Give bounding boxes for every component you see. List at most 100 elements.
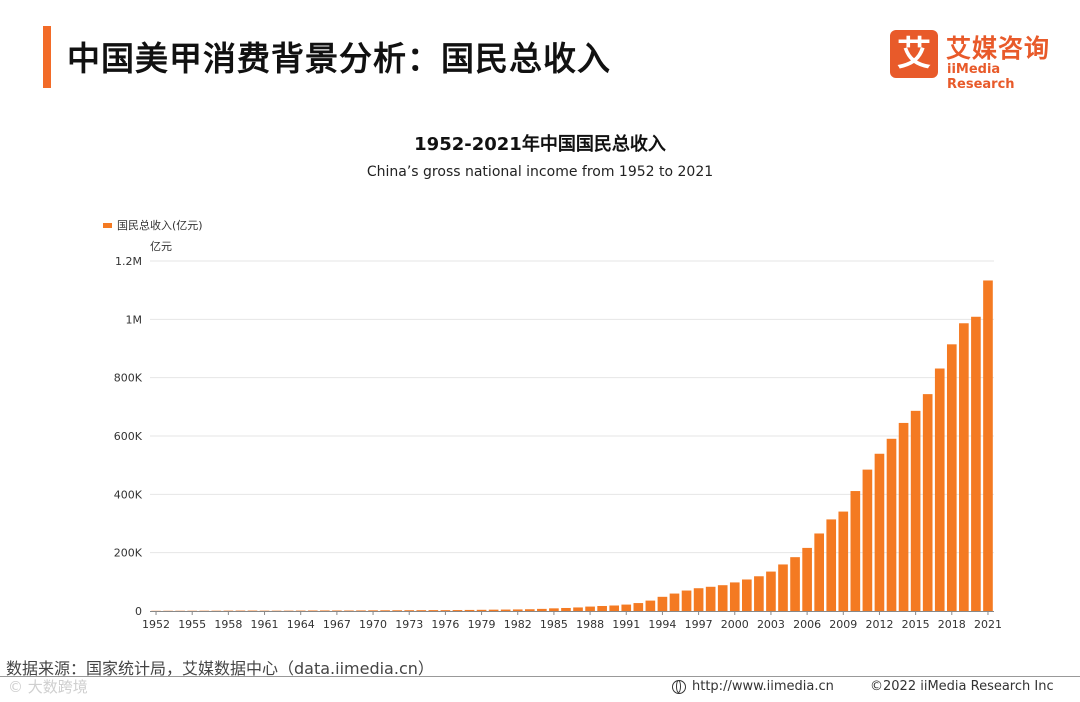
bar: [609, 605, 620, 611]
bar: [356, 610, 366, 612]
bar: [283, 610, 294, 612]
data-source-note: 数据来源：国家统计局，艾媒数据中心（data.iimedia.cn）: [6, 659, 434, 678]
bar: [838, 511, 849, 611]
bar: [211, 610, 222, 612]
chart-legend[interactable]: 国民总收入(亿元): [103, 217, 203, 233]
x-tick-label: 2006: [793, 618, 821, 631]
bar: [271, 610, 282, 612]
bar: [235, 610, 246, 612]
bar: [717, 585, 728, 611]
brand-logo: 艾 艾媒咨询 iiMedia Research: [890, 28, 1070, 92]
bar: [621, 604, 632, 611]
bar: [585, 606, 595, 611]
bar: [392, 610, 402, 611]
bar: [898, 422, 909, 611]
bar: [922, 394, 933, 611]
y-tick-label: 400K: [114, 488, 143, 501]
bar: [295, 610, 306, 612]
bar: [380, 610, 390, 611]
bar: [790, 557, 800, 611]
x-tick-label: 1982: [504, 618, 532, 631]
bar: [561, 607, 571, 611]
bar: [910, 410, 921, 611]
watermark-text: © 大数跨境: [8, 678, 88, 696]
x-tick-label: 2012: [865, 618, 893, 631]
y-tick-label: 800K: [114, 372, 143, 385]
bar: [537, 608, 547, 611]
bar: [874, 453, 885, 611]
title-accent-bar: [43, 26, 51, 88]
bar: [802, 547, 812, 611]
bar: [705, 586, 716, 611]
bar: [729, 582, 740, 611]
x-tick-label: 1994: [648, 618, 676, 631]
bar: [633, 603, 644, 611]
footer-url-text: http://www.iimedia.cn: [692, 679, 834, 694]
bar: [573, 607, 583, 611]
chart-subtitle: China’s gross national income from 1952 …: [366, 164, 714, 180]
chart-title: 1952-2021年中国国民总收入: [414, 134, 666, 155]
bar: [983, 280, 993, 611]
bar: [814, 533, 824, 611]
bar: [223, 610, 234, 612]
bar: [778, 564, 788, 611]
bar: [500, 609, 511, 611]
x-tick-label: 1991: [612, 618, 640, 631]
x-tick-label: 2018: [938, 618, 966, 631]
bar: [416, 610, 427, 611]
bar: [307, 610, 318, 612]
bar: [549, 608, 559, 611]
x-tick-label: 1985: [540, 618, 568, 631]
x-tick-label: 1979: [468, 618, 496, 631]
y-tick-label: 200K: [114, 547, 143, 560]
footer-copyright: ©2022 iiMedia Research Inc: [870, 679, 1054, 694]
legend-swatch: [103, 222, 112, 228]
x-tick-label: 1955: [178, 618, 206, 631]
x-tick-label: 1964: [287, 618, 315, 631]
y-tick-label: 0: [135, 605, 142, 618]
bar: [524, 609, 535, 611]
bar: [681, 590, 692, 611]
bar: [464, 609, 475, 611]
bar: [404, 610, 415, 611]
footer-divider: [0, 676, 1080, 677]
bar: [320, 610, 330, 612]
bar: [826, 519, 837, 611]
bar: [597, 605, 607, 611]
x-tick-label: 1961: [251, 618, 279, 631]
y-tick-label: 1.2M: [115, 255, 142, 268]
x-tick-label: 2000: [721, 618, 749, 631]
x-tick-label: 1958: [214, 618, 242, 631]
y-tick-label: 600K: [114, 430, 143, 443]
bar: [440, 610, 451, 611]
legend-label: 国民总收入(亿元): [117, 219, 203, 232]
bar: [850, 491, 861, 611]
bar: [959, 323, 969, 611]
x-tick-label: 2009: [829, 618, 857, 631]
bar: [488, 609, 499, 611]
x-tick-label: 1952: [142, 618, 170, 631]
bar: [476, 609, 487, 611]
x-tick-label: 1973: [395, 618, 423, 631]
x-tick-label: 1997: [685, 618, 713, 631]
logo-english-name: iiMedia Research: [947, 62, 1015, 92]
logo-mark-icon: 艾: [890, 30, 938, 78]
bar: [754, 576, 764, 611]
page-title: 中国美甲消费背景分析：国民总收入: [67, 39, 611, 78]
bar: [332, 610, 342, 612]
bar: [934, 368, 945, 611]
bar: [247, 610, 258, 612]
logo-chinese-name: 艾媒咨询: [946, 34, 1051, 63]
y-axis-unit-label: 亿元: [150, 240, 172, 253]
bar: [742, 579, 752, 611]
footer-website-link[interactable]: http://www.iimedia.cn: [672, 679, 834, 694]
x-tick-label: 1970: [359, 618, 387, 631]
bar: [693, 588, 704, 611]
bar: [259, 610, 270, 612]
bar: [669, 593, 680, 611]
bar: [971, 316, 981, 611]
x-tick-label: 2003: [757, 618, 785, 631]
x-tick-label: 2021: [974, 618, 1002, 631]
y-tick-label: 1M: [126, 313, 143, 326]
